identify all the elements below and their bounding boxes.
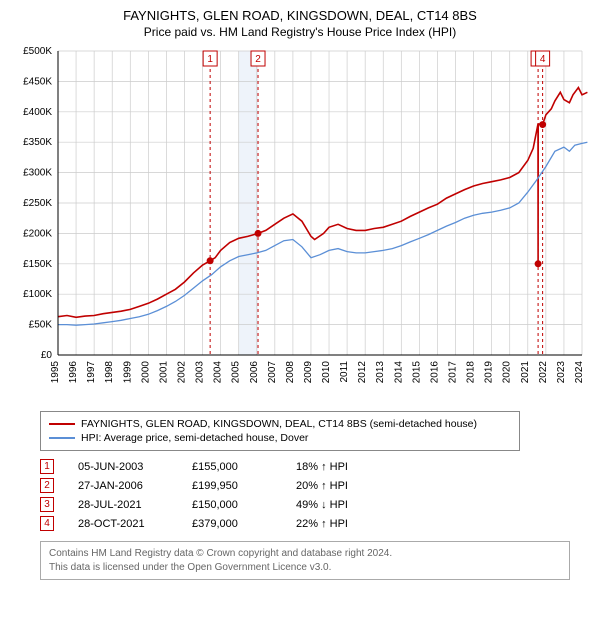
svg-text:£150K: £150K <box>23 259 52 270</box>
transaction-marker: 2 <box>40 478 54 493</box>
svg-text:2010: 2010 <box>321 361 332 384</box>
svg-text:2002: 2002 <box>176 361 187 384</box>
svg-text:2023: 2023 <box>556 361 567 384</box>
chart-svg: £0 £50K £100K £150K £200K £250K £300K £350K £400… <box>10 45 590 405</box>
svg-text:2021: 2021 <box>520 361 531 384</box>
svg-text:2024: 2024 <box>574 361 585 384</box>
transaction-marker: 4 <box>40 516 54 531</box>
svg-text:2005: 2005 <box>231 361 242 384</box>
transaction-date: 27-JAN-2006 <box>78 480 168 492</box>
attribution: Contains HM Land Registry data © Crown c… <box>40 541 570 580</box>
transaction-date: 28-JUL-2021 <box>78 499 168 511</box>
svg-text:£500K: £500K <box>23 46 52 57</box>
svg-text:2008: 2008 <box>285 361 296 384</box>
legend-swatch <box>49 437 75 439</box>
transaction-row: 2 27-JAN-2006 £199,950 20% ↑ HPI <box>40 478 590 493</box>
svg-text:2001: 2001 <box>158 361 169 384</box>
legend: FAYNIGHTS, GLEN ROAD, KINGSDOWN, DEAL, C… <box>40 411 520 451</box>
legend-label: HPI: Average price, semi-detached house,… <box>81 432 308 444</box>
svg-text:2014: 2014 <box>393 361 404 384</box>
svg-text:£450K: £450K <box>23 76 52 87</box>
transaction-diff: 18% ↑ HPI <box>296 461 376 473</box>
transaction-date: 28-OCT-2021 <box>78 518 168 530</box>
svg-text:2009: 2009 <box>303 361 314 384</box>
svg-text:4: 4 <box>540 54 546 65</box>
svg-text:2012: 2012 <box>357 361 368 384</box>
svg-text:2006: 2006 <box>249 361 260 384</box>
transaction-price: £199,950 <box>192 480 272 492</box>
svg-text:2022: 2022 <box>538 361 549 384</box>
transaction-row: 3 28-JUL-2021 £150,000 49% ↓ HPI <box>40 497 590 512</box>
svg-text:£350K: £350K <box>23 137 52 148</box>
svg-text:2011: 2011 <box>339 361 350 383</box>
svg-text:2020: 2020 <box>502 361 513 384</box>
svg-text:2003: 2003 <box>195 361 206 384</box>
transactions-table: 1 05-JUN-2003 £155,000 18% ↑ HPI 2 27-JAN-200… <box>40 459 590 531</box>
title-block: FAYNIGHTS, GLEN ROAD, KINGSDOWN, DEAL, C… <box>10 8 590 39</box>
svg-text:1998: 1998 <box>104 361 115 384</box>
svg-text:1999: 1999 <box>122 361 133 384</box>
svg-text:2000: 2000 <box>140 361 151 384</box>
svg-text:2: 2 <box>255 54 261 65</box>
svg-text:£400K: £400K <box>23 107 52 118</box>
svg-text:1997: 1997 <box>86 361 97 384</box>
transaction-marker: 3 <box>40 497 54 512</box>
svg-text:2007: 2007 <box>267 361 278 384</box>
svg-text:£100K: £100K <box>23 289 52 300</box>
chart-title: FAYNIGHTS, GLEN ROAD, KINGSDOWN, DEAL, C… <box>10 8 590 23</box>
legend-row: FAYNIGHTS, GLEN ROAD, KINGSDOWN, DEAL, C… <box>49 418 511 430</box>
svg-text:2017: 2017 <box>448 361 459 384</box>
chart-subtitle: Price paid vs. HM Land Registry's House … <box>10 25 590 39</box>
transaction-date: 05-JUN-2003 <box>78 461 168 473</box>
svg-text:2016: 2016 <box>429 361 440 384</box>
transaction-marker: 1 <box>40 459 54 474</box>
svg-text:2004: 2004 <box>213 361 224 384</box>
transaction-diff: 49% ↓ HPI <box>296 499 376 511</box>
legend-swatch <box>49 423 75 425</box>
transaction-diff: 20% ↑ HPI <box>296 480 376 492</box>
svg-text:1: 1 <box>207 54 213 65</box>
legend-label: FAYNIGHTS, GLEN ROAD, KINGSDOWN, DEAL, C… <box>81 418 477 430</box>
svg-text:£200K: £200K <box>23 228 52 239</box>
attribution-line1: Contains HM Land Registry data © Crown c… <box>49 547 561 561</box>
transaction-diff: 22% ↑ HPI <box>296 518 376 530</box>
svg-text:£0: £0 <box>41 350 53 361</box>
svg-text:£300K: £300K <box>23 168 52 179</box>
svg-text:2018: 2018 <box>466 361 477 384</box>
transaction-row: 1 05-JUN-2003 £155,000 18% ↑ HPI <box>40 459 590 474</box>
svg-text:1995: 1995 <box>50 361 61 384</box>
legend-row: HPI: Average price, semi-detached house,… <box>49 432 511 444</box>
transaction-row: 4 28-OCT-2021 £379,000 22% ↑ HPI <box>40 516 590 531</box>
svg-text:2019: 2019 <box>484 361 495 384</box>
transaction-price: £150,000 <box>192 499 272 511</box>
svg-text:£250K: £250K <box>23 198 52 209</box>
chart: £0 £50K £100K £150K £200K £250K £300K £350K £400… <box>10 45 590 405</box>
svg-text:1996: 1996 <box>68 361 79 384</box>
transaction-price: £155,000 <box>192 461 272 473</box>
svg-text:£50K: £50K <box>29 320 53 331</box>
svg-text:2015: 2015 <box>411 361 422 384</box>
svg-text:2013: 2013 <box>375 361 386 384</box>
transaction-price: £379,000 <box>192 518 272 530</box>
attribution-line2: This data is licensed under the Open Gov… <box>49 561 561 575</box>
